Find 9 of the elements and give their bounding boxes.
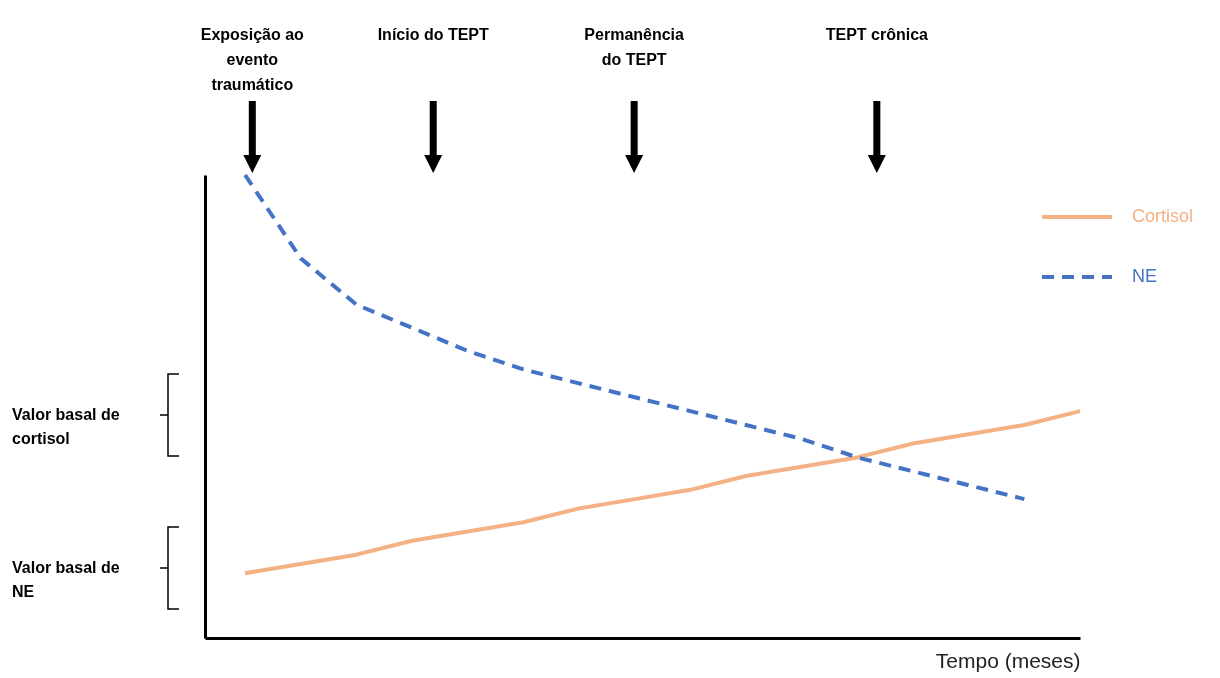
text: TEPT crônica — [825, 26, 929, 43]
text: Valor basal de cortisol — [12, 406, 120, 447]
text: Permanência do TEPT — [584, 26, 685, 68]
legend-label: NE — [1132, 266, 1158, 286]
text: Valor basal de NE — [12, 559, 120, 600]
text: Exposição ao evento traumático — [200, 26, 305, 93]
x-axis-title: Tempo (meses) — [935, 648, 1081, 672]
text: Início do TEPT — [377, 26, 489, 43]
legend-label: Cortisol — [1132, 206, 1194, 226]
